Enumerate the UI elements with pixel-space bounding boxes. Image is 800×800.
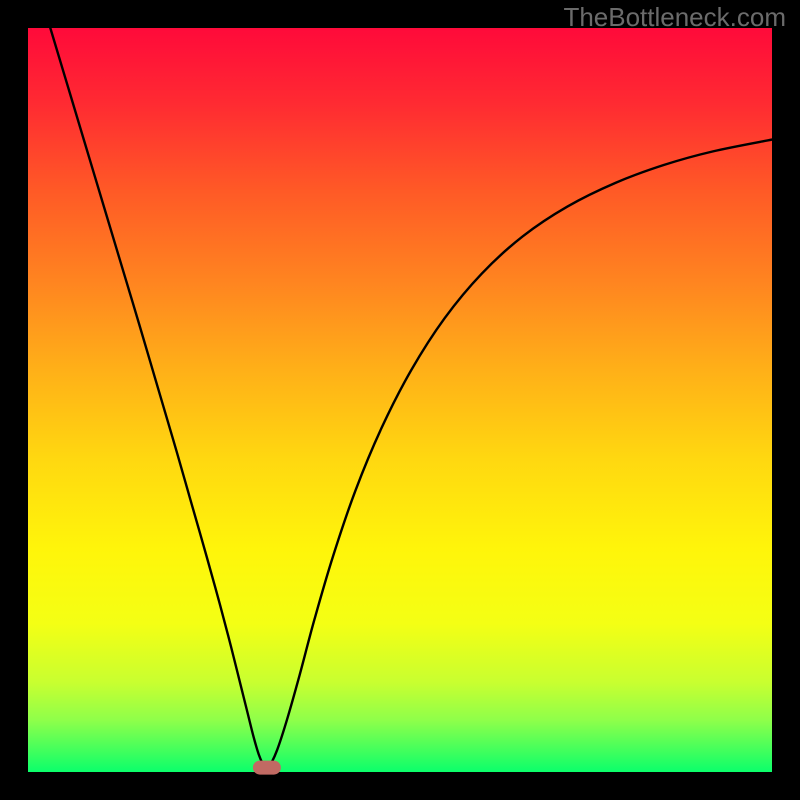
curve-left-branch	[50, 28, 267, 770]
watermark-text: TheBottleneck.com	[563, 2, 786, 33]
chart-container: TheBottleneck.com	[0, 0, 800, 800]
bottleneck-curve	[0, 0, 800, 800]
vertex-marker	[253, 760, 281, 775]
curve-right-branch	[267, 140, 772, 770]
